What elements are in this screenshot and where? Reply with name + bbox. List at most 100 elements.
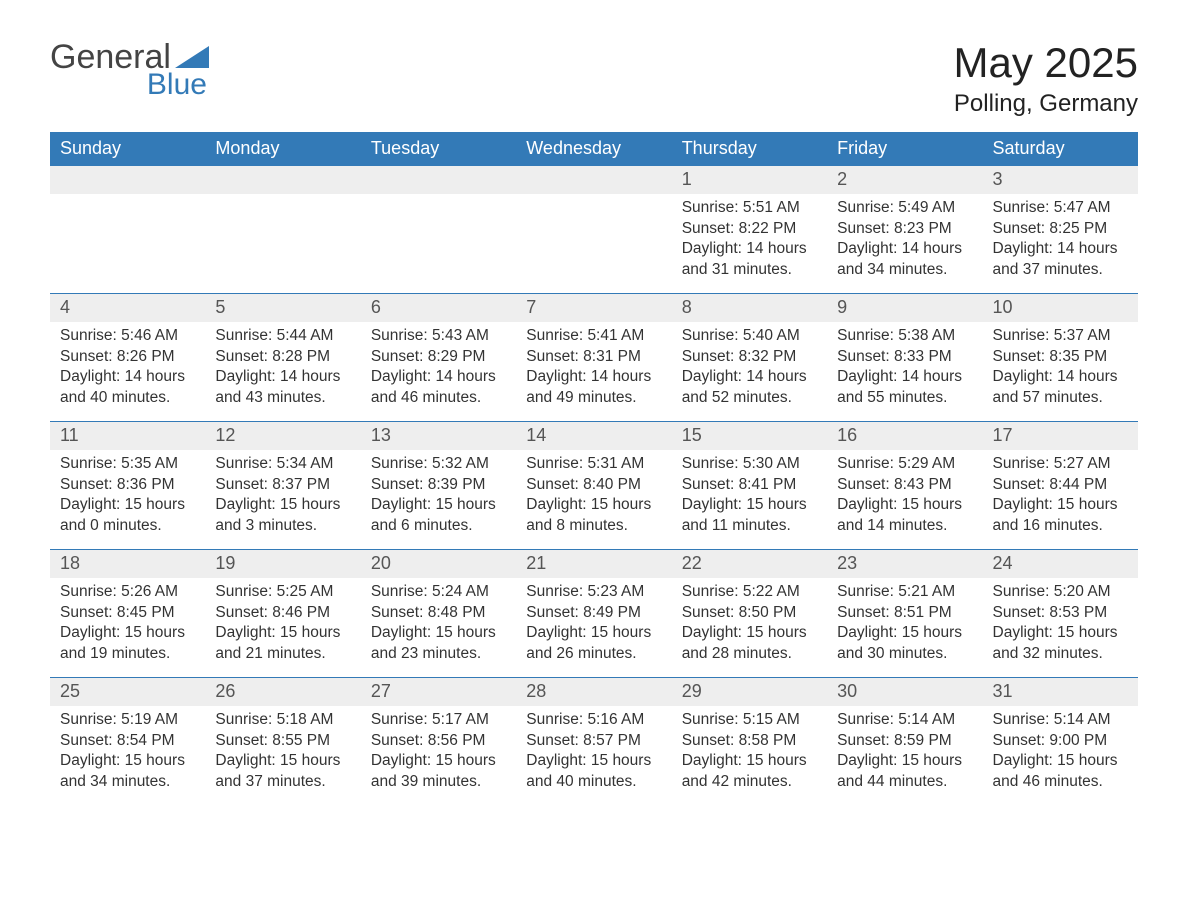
sunset-line: Sunset: 8:50 PM: [682, 603, 817, 624]
daylight-line: Daylight: 15 hours and 26 minutes.: [526, 623, 661, 665]
sunrise-value: 5:15 AM: [743, 711, 800, 728]
day-number: 25: [50, 678, 205, 705]
daylight-label: Daylight:: [371, 624, 436, 641]
day-number: 24: [983, 550, 1138, 577]
sunset-line: Sunset: 8:56 PM: [371, 731, 506, 752]
daylight-label: Daylight:: [371, 752, 436, 769]
calendar-cell: 15Sunrise: 5:30 AMSunset: 8:41 PMDayligh…: [672, 422, 827, 550]
day-details: Sunrise: 5:44 AMSunset: 8:28 PMDaylight:…: [205, 322, 360, 416]
day-number: 1: [672, 166, 827, 193]
sunrise-value: 5:18 AM: [277, 711, 334, 728]
day-number: 2: [827, 166, 982, 193]
day-details: Sunrise: 5:41 AMSunset: 8:31 PMDaylight:…: [516, 322, 671, 416]
sunset-value: 8:56 PM: [428, 732, 486, 749]
day-number: 28: [516, 678, 671, 705]
day-details: Sunrise: 5:25 AMSunset: 8:46 PMDaylight:…: [205, 578, 360, 672]
sunrise-label: Sunrise:: [993, 199, 1054, 216]
sunset-value: 8:32 PM: [739, 348, 797, 365]
sunset-label: Sunset:: [526, 732, 583, 749]
sunrise-value: 5:35 AM: [121, 455, 178, 472]
sunset-value: 8:29 PM: [428, 348, 486, 365]
calendar-row: 1 Sunrise: 5:51 AM Sunset: 8:22 PM Daylight…: [50, 166, 1138, 294]
sunset-value: 9:00 PM: [1049, 732, 1107, 749]
daylight-label: Daylight:: [215, 368, 280, 385]
sunrise-line: Sunrise: 5:26 AM: [60, 582, 195, 603]
sunset-label: Sunset:: [993, 220, 1050, 237]
calendar-cell: 14Sunrise: 5:31 AMSunset: 8:40 PMDayligh…: [516, 422, 671, 550]
sunset-value: 8:59 PM: [894, 732, 952, 749]
sunrise-label: Sunrise:: [60, 583, 121, 600]
daylight-line: Daylight: 15 hours and 23 minutes.: [371, 623, 506, 665]
daylight-label: Daylight:: [993, 240, 1058, 257]
calendar-cell: 23Sunrise: 5:21 AMSunset: 8:51 PMDayligh…: [827, 550, 982, 678]
daylight-line: Daylight: 14 hours and 49 minutes.: [526, 367, 661, 409]
sunrise-label: Sunrise:: [993, 583, 1054, 600]
sunrise-value: 5:31 AM: [587, 455, 644, 472]
sunset-value: 8:53 PM: [1049, 604, 1107, 621]
calendar-cell: 4Sunrise: 5:46 AMSunset: 8:26 PMDaylight…: [50, 294, 205, 422]
sunrise-value: 5:20 AM: [1054, 583, 1111, 600]
sunset-line: Sunset: 8:46 PM: [215, 603, 350, 624]
sunset-label: Sunset:: [215, 476, 272, 493]
sunrise-label: Sunrise:: [837, 711, 898, 728]
weekday-header: Sunday: [50, 132, 205, 166]
sunset-label: Sunset:: [215, 732, 272, 749]
sunrise-value: 5:32 AM: [432, 455, 489, 472]
daylight-line: Daylight: 15 hours and 16 minutes.: [993, 495, 1128, 537]
calendar-header-row: SundayMondayTuesdayWednesdayThursdayFrid…: [50, 132, 1138, 166]
daylight-line: Daylight: 14 hours and 43 minutes.: [215, 367, 350, 409]
daylight-label: Daylight:: [837, 624, 902, 641]
sunset-label: Sunset:: [215, 348, 272, 365]
sunrise-label: Sunrise:: [682, 327, 743, 344]
daylight-label: Daylight:: [215, 752, 280, 769]
sunset-value: 8:28 PM: [272, 348, 330, 365]
daylight-line: Daylight: 14 hours and 34 minutes.: [837, 239, 972, 281]
sunset-value: 8:31 PM: [583, 348, 641, 365]
sunset-label: Sunset:: [371, 348, 428, 365]
page-title: May 2025: [954, 40, 1138, 86]
sunset-line: Sunset: 8:36 PM: [60, 475, 195, 496]
daylight-label: Daylight:: [837, 240, 902, 257]
day-details: Sunrise: 5:30 AMSunset: 8:41 PMDaylight:…: [672, 450, 827, 544]
day-details: Sunrise: 5:35 AMSunset: 8:36 PMDaylight:…: [50, 450, 205, 544]
day-number: 7: [516, 294, 671, 321]
day-details: Sunrise: 5:27 AMSunset: 8:44 PMDaylight:…: [983, 450, 1138, 544]
day-number: 13: [361, 422, 516, 449]
day-details: Sunrise: 5:38 AMSunset: 8:33 PMDaylight:…: [827, 322, 982, 416]
sunset-label: Sunset:: [837, 348, 894, 365]
day-number: 19: [205, 550, 360, 577]
day-details: Sunrise: 5:19 AMSunset: 8:54 PMDaylight:…: [50, 706, 205, 800]
sunrise-value: 5:51 AM: [743, 199, 800, 216]
sunset-line: Sunset: 8:22 PM: [682, 219, 817, 240]
sunset-line: Sunset: 8:28 PM: [215, 347, 350, 368]
sunrise-line: Sunrise: 5:17 AM: [371, 710, 506, 731]
sunrise-value: 5:16 AM: [587, 711, 644, 728]
daylight-line: Daylight: 15 hours and 19 minutes.: [60, 623, 195, 665]
day-details: Sunrise: 5:14 AMSunset: 8:59 PMDaylight:…: [827, 706, 982, 800]
sunset-line: Sunset: 9:00 PM: [993, 731, 1128, 752]
calendar-cell: 5Sunrise: 5:44 AMSunset: 8:28 PMDaylight…: [205, 294, 360, 422]
sunrise-line: Sunrise: 5:18 AM: [215, 710, 350, 731]
sunrise-line: Sunrise: 5:41 AM: [526, 326, 661, 347]
sunrise-line: Sunrise: 5:14 AM: [993, 710, 1128, 731]
calendar-cell: 27Sunrise: 5:17 AMSunset: 8:56 PMDayligh…: [361, 678, 516, 806]
daylight-label: Daylight:: [215, 624, 280, 641]
day-number: 26: [205, 678, 360, 705]
daylight-line: Daylight: 14 hours and 57 minutes.: [993, 367, 1128, 409]
sunset-line: Sunset: 8:54 PM: [60, 731, 195, 752]
sunrise-line: Sunrise: 5:27 AM: [993, 454, 1128, 475]
daylight-label: Daylight:: [526, 624, 591, 641]
daylight-label: Daylight:: [993, 496, 1058, 513]
calendar-cell: 16Sunrise: 5:29 AMSunset: 8:43 PMDayligh…: [827, 422, 982, 550]
sunset-label: Sunset:: [526, 476, 583, 493]
sunset-value: 8:43 PM: [894, 476, 952, 493]
sunrise-value: 5:27 AM: [1054, 455, 1111, 472]
sunrise-label: Sunrise:: [60, 455, 121, 472]
calendar-cell: 13Sunrise: 5:32 AMSunset: 8:39 PMDayligh…: [361, 422, 516, 550]
sunset-value: 8:51 PM: [894, 604, 952, 621]
sunset-line: Sunset: 8:51 PM: [837, 603, 972, 624]
day-details: Sunrise: 5:43 AMSunset: 8:29 PMDaylight:…: [361, 322, 516, 416]
calendar-cell: 12Sunrise: 5:34 AMSunset: 8:37 PMDayligh…: [205, 422, 360, 550]
sunset-label: Sunset:: [682, 604, 739, 621]
sunset-value: 8:36 PM: [117, 476, 175, 493]
